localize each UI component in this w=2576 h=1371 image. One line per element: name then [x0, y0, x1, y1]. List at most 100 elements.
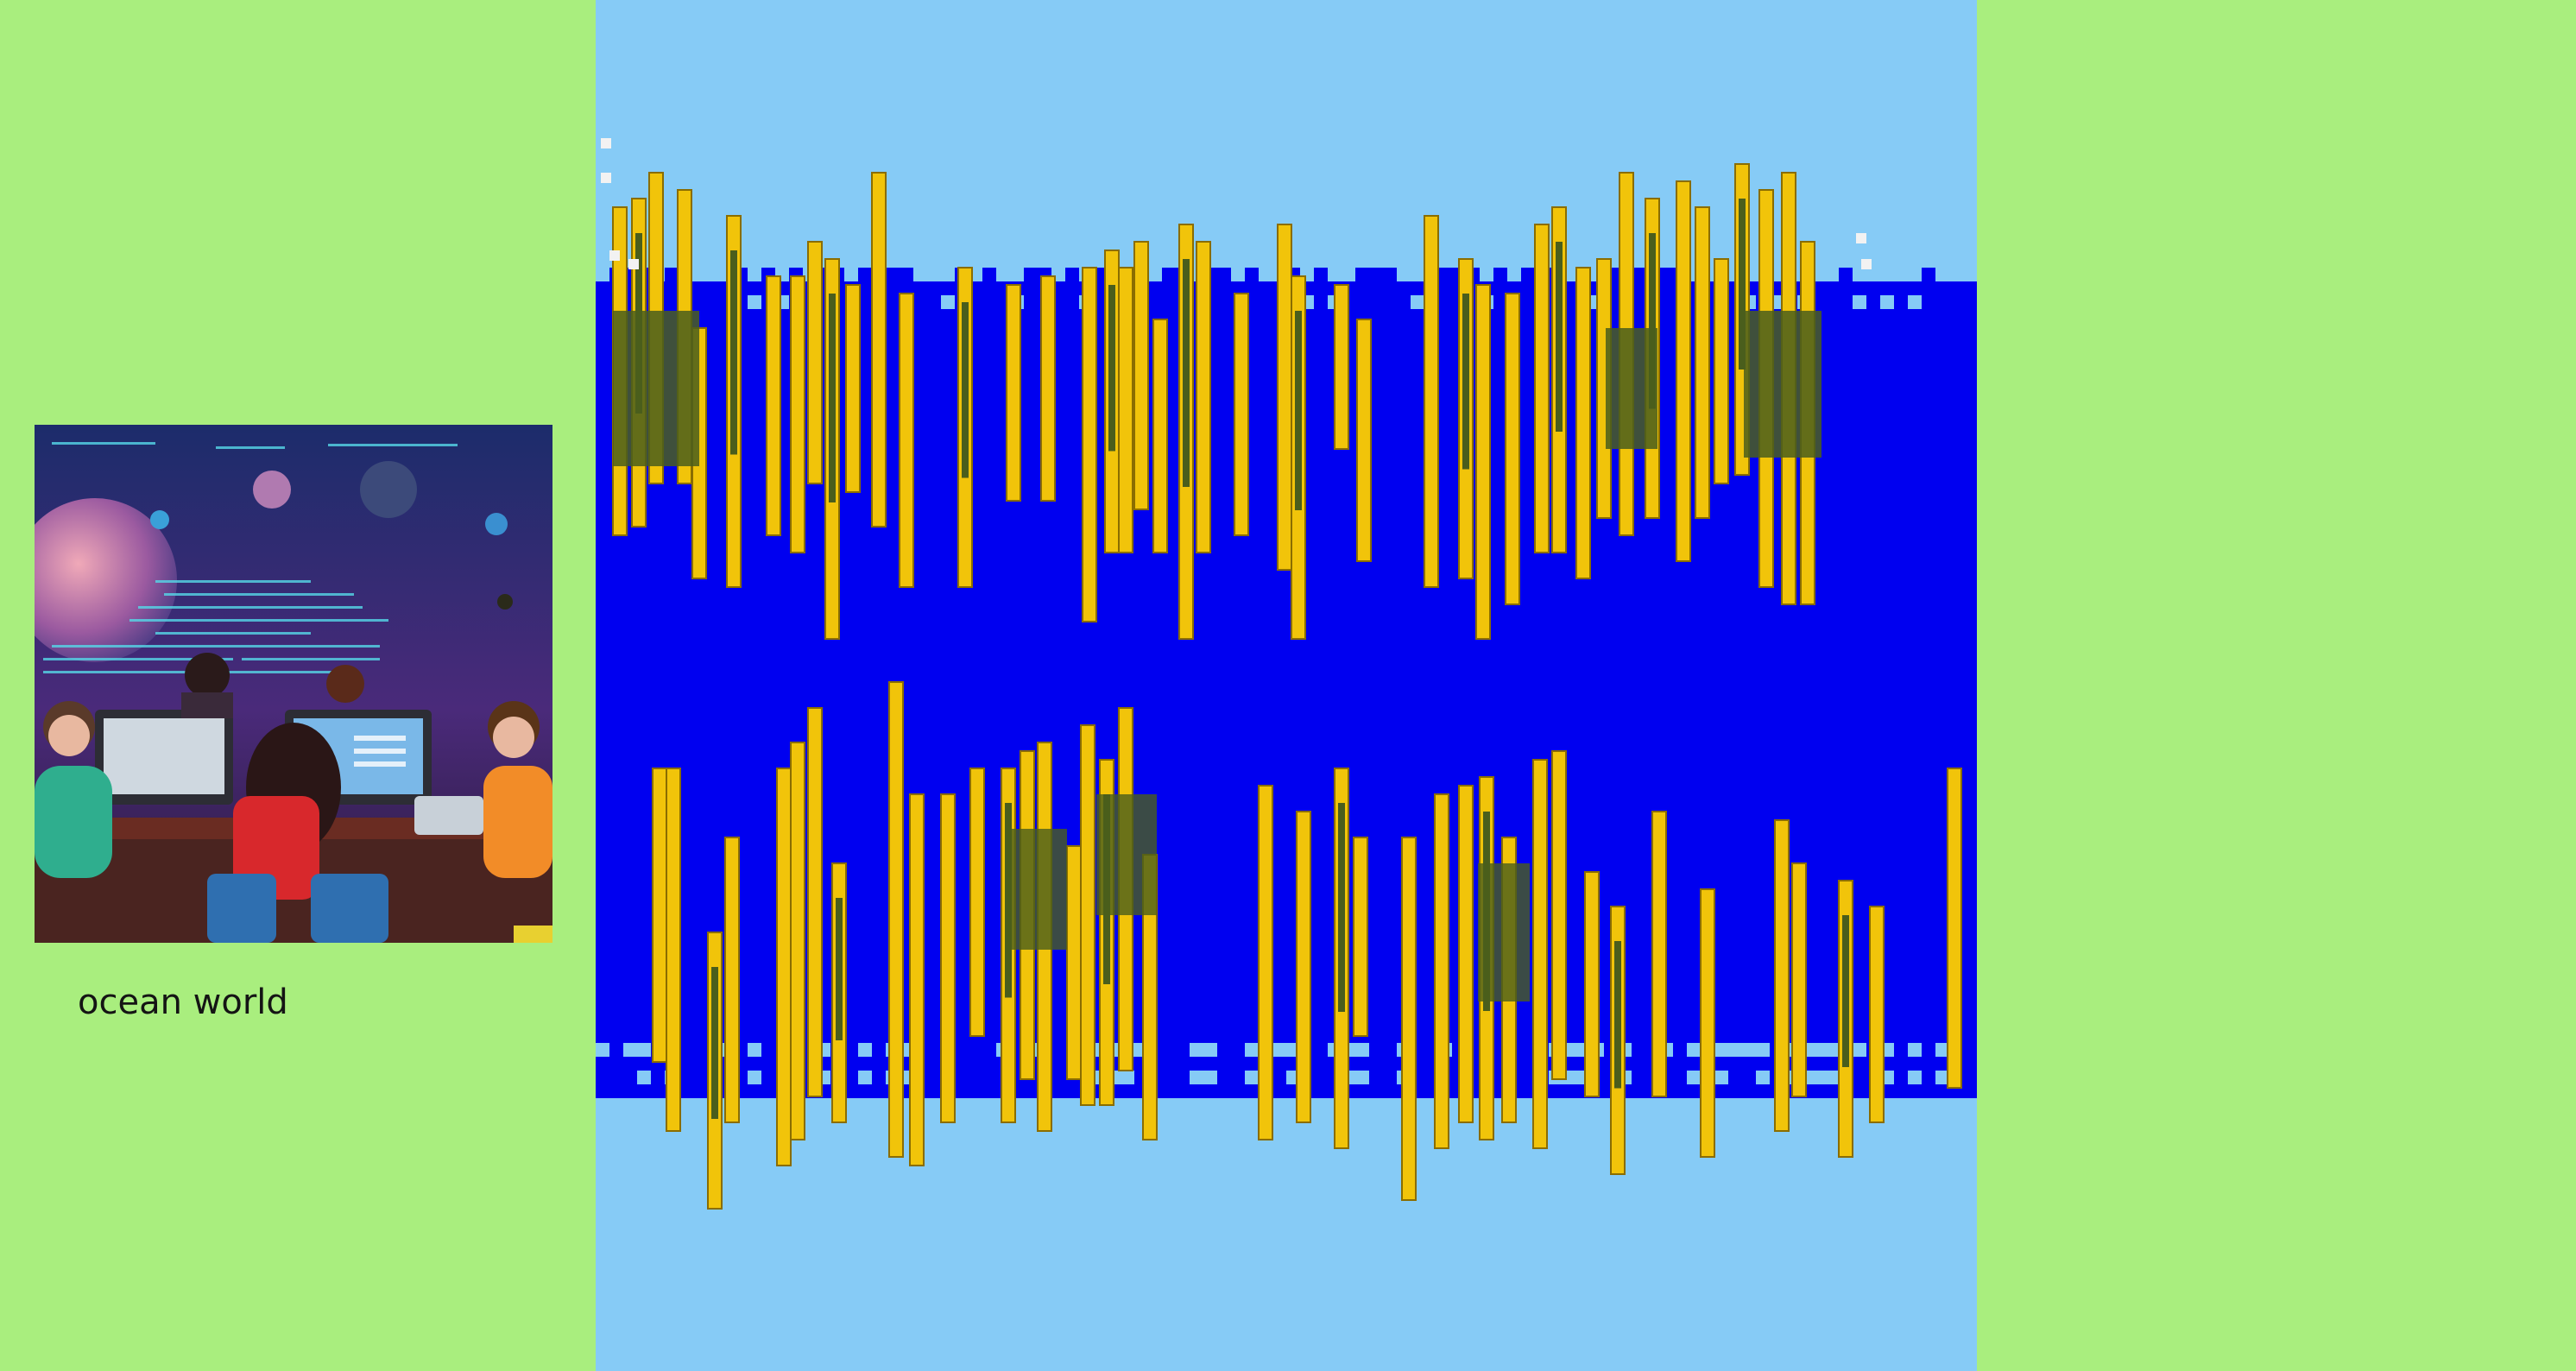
- coral-column: [1402, 837, 1416, 1200]
- water-edge-top: [1880, 295, 1894, 309]
- water-edge-top: [996, 268, 1010, 281]
- water-edge-bottom: [1714, 1071, 1728, 1084]
- water-edge-top: [1825, 268, 1839, 281]
- water-edge-top: [1853, 295, 1866, 309]
- water-edge-top: [706, 268, 720, 281]
- water-edge-top: [1411, 268, 1424, 281]
- coral-column: [725, 837, 739, 1122]
- coral-column: [791, 276, 805, 553]
- coral-column: [1435, 794, 1449, 1148]
- kelp-patch: [1606, 328, 1657, 449]
- coral-column: [1585, 872, 1599, 1096]
- coral-column: [1259, 786, 1272, 1140]
- water-edge-bottom: [1756, 1043, 1770, 1057]
- water-edge-bottom: [748, 1043, 761, 1057]
- water-edge-top: [748, 268, 761, 281]
- coral-column: [1067, 846, 1081, 1079]
- water-edge-top: [1231, 268, 1245, 281]
- water-edge-bottom: [637, 1071, 651, 1084]
- coral-column: [1119, 268, 1133, 553]
- water-edge-top: [1853, 268, 1866, 281]
- coral-column: [1701, 889, 1714, 1157]
- kelp-strand: [730, 250, 737, 455]
- kelp-patch: [1478, 863, 1530, 1001]
- coral-column: [1357, 319, 1371, 561]
- water-edge-bottom: [1355, 1043, 1369, 1057]
- kelp-strand: [829, 294, 836, 502]
- coral-column: [1354, 837, 1367, 1036]
- coral-column: [1506, 294, 1519, 604]
- coral-column: [1041, 276, 1055, 501]
- water-edge-bottom: [1203, 1043, 1217, 1057]
- water-edge-top: [1949, 268, 1963, 281]
- right-panel: [1977, 0, 2576, 1371]
- coral-column: [1775, 820, 1789, 1131]
- coral-column: [1083, 268, 1096, 622]
- water-edge-top: [1866, 268, 1880, 281]
- water-edge-top: [941, 295, 955, 309]
- bubble: [628, 259, 639, 269]
- kelp-strand: [1108, 285, 1115, 452]
- water-edge-bottom: [623, 1043, 637, 1057]
- bubble: [601, 173, 611, 183]
- water-edge-top: [1880, 268, 1894, 281]
- kelp-strand: [836, 898, 843, 1040]
- water-edge-top: [1894, 268, 1908, 281]
- kelp-strand: [962, 302, 969, 478]
- coral-column: [1695, 207, 1709, 518]
- coral-column: [1552, 751, 1566, 1079]
- water-edge-top: [1010, 268, 1024, 281]
- coral-column: [1007, 285, 1020, 501]
- world-name-label: ocean world: [78, 982, 288, 1022]
- water-edge-bottom: [858, 1071, 872, 1084]
- bubble: [1856, 233, 1866, 243]
- kelp-strand: [1338, 803, 1345, 1012]
- coral-column: [910, 794, 924, 1166]
- water-edge-bottom: [596, 1043, 609, 1057]
- game-viewport[interactable]: [596, 0, 1977, 1371]
- water-edge-top: [1397, 268, 1411, 281]
- water-edge-bottom: [1714, 1043, 1728, 1057]
- water-edge-bottom: [1811, 1043, 1825, 1057]
- kelp-patch: [1096, 794, 1157, 915]
- water-edge-top: [941, 268, 955, 281]
- space-illustration-icon: [35, 425, 552, 943]
- coral-column: [1196, 242, 1210, 553]
- coral-column: [1714, 259, 1728, 483]
- water-edge-top: [927, 268, 941, 281]
- kelp-strand: [1614, 941, 1621, 1089]
- kelp-strand: [1556, 242, 1563, 432]
- coral-column: [872, 173, 886, 527]
- kelp-strand: [1295, 311, 1302, 510]
- water-edge-bottom: [1190, 1071, 1203, 1084]
- water-edge-bottom: [1687, 1043, 1701, 1057]
- water-edge-top: [1963, 268, 1977, 281]
- world-preview-image[interactable]: [35, 425, 552, 943]
- water-edge-bottom: [1203, 1071, 1217, 1084]
- coral-column: [941, 794, 955, 1122]
- coral-column: [808, 242, 822, 483]
- coral-column: [1792, 863, 1806, 1096]
- water-edge-bottom: [748, 1071, 761, 1084]
- coral-column: [1870, 907, 1884, 1122]
- kelp-strand: [1462, 294, 1469, 470]
- water-edge-top: [596, 268, 609, 281]
- coral-column: [1297, 812, 1310, 1122]
- coral-column: [777, 768, 791, 1166]
- kelp-patch: [613, 311, 699, 466]
- water-edge-bottom: [1245, 1043, 1259, 1057]
- coral-column: [666, 768, 680, 1131]
- water-edge-top: [1935, 268, 1949, 281]
- coral-column: [970, 768, 984, 1036]
- water-edge-bottom: [1355, 1071, 1369, 1084]
- water-edge-top: [913, 268, 927, 281]
- coral-column: [1652, 812, 1666, 1096]
- coral-column: [846, 285, 860, 492]
- coral-column: [1335, 285, 1348, 449]
- kelp-strand: [1842, 915, 1849, 1067]
- water-edge-bottom: [1908, 1071, 1922, 1084]
- coral-column: [1533, 760, 1547, 1148]
- water-edge-top: [1328, 268, 1342, 281]
- water-edge-bottom: [858, 1043, 872, 1057]
- kelp-patch: [1007, 829, 1067, 950]
